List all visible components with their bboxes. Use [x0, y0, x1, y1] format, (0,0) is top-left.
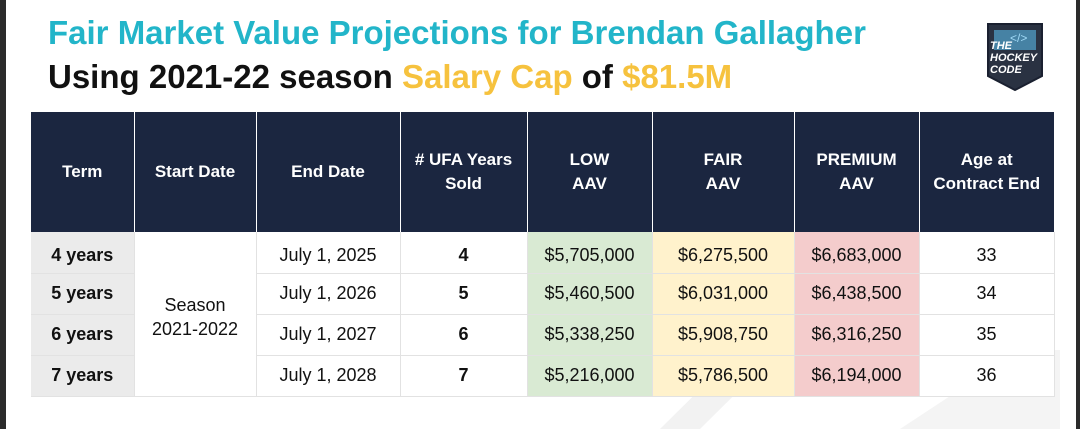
cell-premium-aav: $6,438,500	[794, 273, 920, 315]
right-edge-bar	[1076, 0, 1080, 429]
header-end-date: End Date	[256, 112, 401, 232]
cell-start-date: Season 2021-2022	[134, 232, 257, 397]
cell-premium-aav: $6,683,000	[794, 232, 920, 274]
cell-fair-aav: $5,908,750	[652, 314, 795, 356]
cell-ufa-years: 5	[400, 273, 528, 315]
subtitle-salary-cap: Salary Cap	[402, 58, 573, 95]
cell-fair-aav: $6,275,500	[652, 232, 795, 274]
logo-line2: HOCKEY	[990, 52, 1038, 64]
svg-text:</>: </>	[1010, 31, 1027, 45]
cell-end-date: July 1, 2027	[256, 314, 401, 356]
header-term: Term	[31, 112, 135, 232]
table-header-row: Term Start Date End Date # UFA Years Sold…	[31, 112, 1054, 232]
table-row: 7 years July 1, 2028 7 $5,216,000 $5,786…	[31, 355, 1055, 397]
header-age-at-end: Age at Contract End	[919, 112, 1054, 232]
fmv-projection-table: Term Start Date End Date # UFA Years Sold…	[31, 112, 1055, 397]
cell-premium-aav: $6,194,000	[794, 355, 920, 397]
logo-line3: CODE	[990, 64, 1022, 76]
header-premium-aav: PREMIUM AAV	[794, 112, 920, 232]
hockey-code-logo-icon: </>	[987, 23, 1043, 92]
page-title: Fair Market Value Projections for Brenda…	[48, 14, 866, 51]
page-subtitle: Using 2021-22 season Salary Cap of $81.5…	[48, 58, 732, 96]
header-ufa-years: # UFA Years Sold	[400, 112, 528, 232]
cell-term: 6 years	[31, 314, 135, 356]
logo-text: THE HOCKEY CODE	[990, 40, 1046, 76]
header-low-aav: LOW AAV	[527, 112, 653, 232]
subtitle-prefix: Using 2021-22 season	[48, 58, 403, 95]
table-row: 5 years July 1, 2026 5 $5,460,500 $6,031…	[31, 273, 1055, 315]
cell-low-aav: $5,338,250	[527, 314, 653, 356]
cell-low-aav: $5,460,500	[527, 273, 653, 315]
subtitle-cap-value: $81.5M	[622, 58, 733, 95]
table-row: 4 years Season 2021-2022 July 1, 2025 4 $…	[31, 232, 1055, 397]
header-fair-aav: FAIR AAV	[652, 112, 795, 232]
cell-fair-aav: $6,031,000	[652, 273, 795, 315]
logo-line1: THE	[990, 40, 1012, 52]
subtitle-middle: of	[572, 58, 623, 95]
cell-age: 36	[919, 355, 1055, 397]
cell-term: 5 years	[31, 273, 135, 315]
cell-age: 35	[919, 314, 1055, 356]
cell-age: 34	[919, 273, 1055, 315]
cell-end-date: July 1, 2026	[256, 273, 401, 315]
cell-ufa-years: 7	[400, 355, 528, 397]
cell-term: 7 years	[31, 355, 135, 397]
cell-ufa-years: 6	[400, 314, 528, 356]
cell-low-aav: $5,705,000	[527, 232, 653, 274]
table-row: 6 years July 1, 2027 6 $5,338,250 $5,908…	[31, 314, 1055, 356]
left-edge-bar	[0, 0, 6, 429]
cell-fair-aav: $5,786,500	[652, 355, 795, 397]
cell-low-aav: $5,216,000	[527, 355, 653, 397]
cell-end-date: July 1, 2028	[256, 355, 401, 397]
cell-term: 4 years	[31, 232, 135, 274]
cell-ufa-years: 4	[400, 232, 528, 274]
header-start-date: Start Date	[134, 112, 257, 232]
cell-age: 33	[919, 232, 1055, 274]
cell-end-date: July 1, 2025	[256, 232, 401, 274]
cell-premium-aav: $6,316,250	[794, 314, 920, 356]
